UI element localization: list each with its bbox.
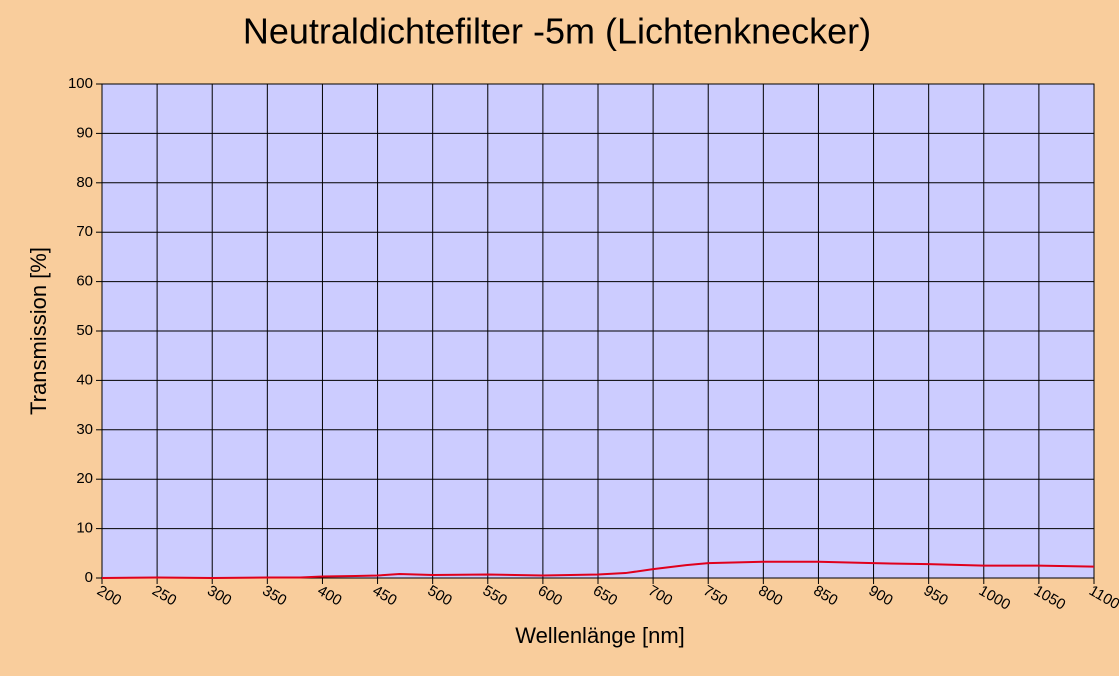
y-tick-label: 20 bbox=[76, 470, 93, 487]
y-tick-label: 0 bbox=[85, 569, 93, 586]
y-tick-label: 60 bbox=[76, 273, 93, 290]
y-tick-label: 80 bbox=[76, 174, 93, 191]
y-tick-label: 70 bbox=[76, 223, 93, 240]
chart-title: Neutraldichtefilter -5m (Lichtenknecker) bbox=[243, 11, 871, 52]
plot-border bbox=[101, 83, 1095, 579]
data-line bbox=[101, 560, 1095, 580]
y-tick-label: 40 bbox=[76, 371, 93, 388]
y-tick-label: 10 bbox=[76, 520, 93, 537]
y-tick-label: 90 bbox=[76, 124, 93, 141]
y-tick-label: 30 bbox=[76, 421, 93, 438]
x-axis-label: Wellenlänge [nm] bbox=[515, 623, 685, 648]
y-tick-label: 100 bbox=[68, 75, 93, 92]
y-tick-label: 50 bbox=[76, 322, 93, 339]
y-axis-label: Transmission [%] bbox=[26, 247, 51, 415]
